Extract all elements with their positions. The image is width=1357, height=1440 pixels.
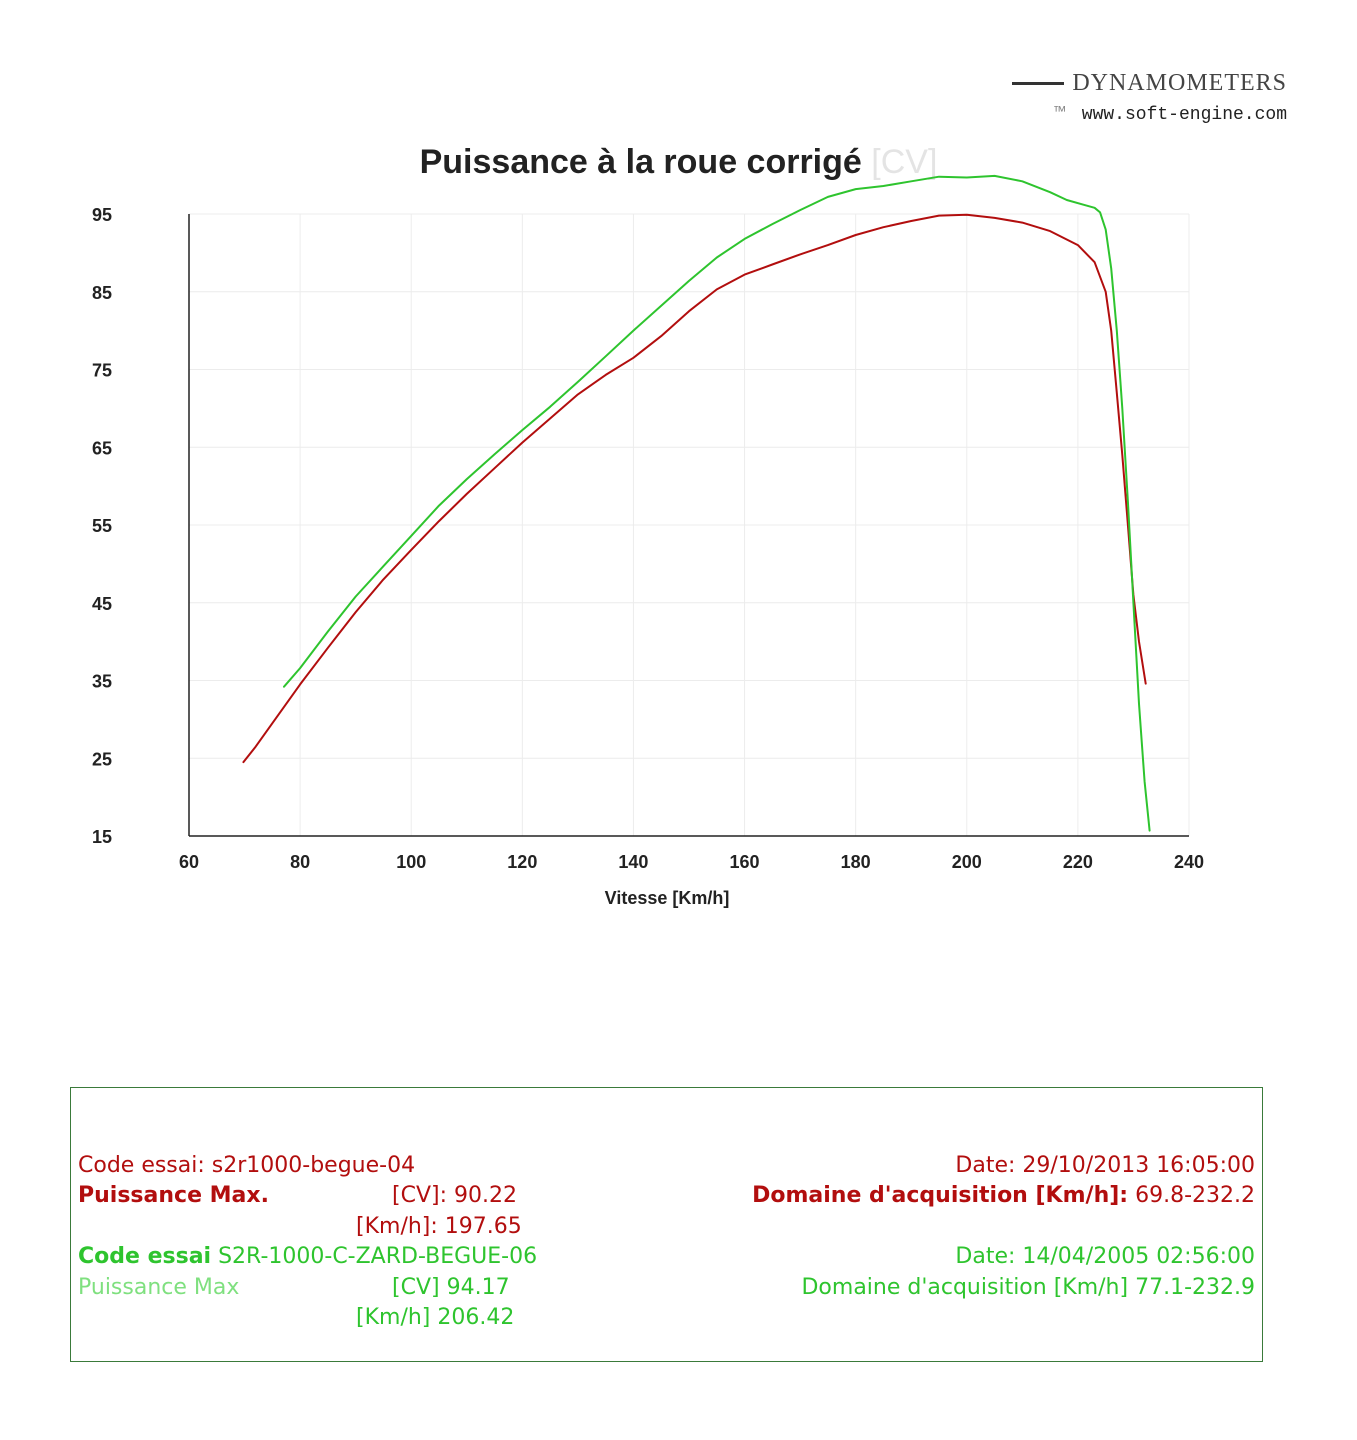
x-tick-label: 140 (618, 852, 648, 872)
test1-domain-label: Domaine d'acquisition [Km/h]: (752, 1183, 1129, 1208)
chart-title-text: Puissance à la roue corrigé (419, 143, 862, 181)
test1-power-label: Puissance Max. (78, 1183, 269, 1208)
y-tick-label: 65 (92, 438, 112, 458)
chart-title: Puissance à la roue corrigé [CV] (0, 143, 1357, 182)
y-tick-label: 75 (92, 361, 112, 381)
y-tick-label: 55 (92, 516, 112, 536)
test1-domain-value: 69.8-232.2 (1135, 1183, 1255, 1208)
brand-name-row: DYNAMOMETERS (1012, 70, 1287, 97)
test2-power: [CV] 94.17 (392, 1277, 510, 1299)
test2-code: Code essai S2R-1000-C-ZARD-BEGUE-06 (78, 1246, 537, 1268)
series-line-green (283, 174, 1151, 832)
test2-domain-value: 77.1-232.9 (1135, 1275, 1255, 1300)
x-tick-label: 220 (1063, 852, 1093, 872)
x-tick-label: 80 (290, 852, 310, 872)
x-tick-label: 240 (1174, 852, 1204, 872)
y-tick-label: 95 (92, 205, 112, 225)
test1-speed-value: 197.65 (444, 1214, 522, 1239)
test2-domain: Domaine d'acquisition [Km/h] 77.1-232.9 (801, 1277, 1255, 1299)
y-tick-label: 45 (92, 594, 112, 614)
x-axis-label: Vitesse [Km/h] (605, 888, 730, 908)
test-info-box: Code essai: s2r1000-begue-04 Date: 29/10… (70, 1087, 1263, 1362)
x-tick-label: 180 (841, 852, 871, 872)
y-tick-label: 85 (92, 283, 112, 303)
brand-mark-icon: ™ (1054, 105, 1065, 125)
test1-power-unit: [CV]: (392, 1183, 447, 1208)
test1-date: Date: 29/10/2013 16:05:00 (955, 1153, 1255, 1178)
test2-code-label: Code essai (78, 1244, 212, 1269)
x-tick-label: 100 (396, 852, 426, 872)
brand-block: DYNAMOMETERS ™ www.soft-engine.com (1012, 70, 1287, 125)
y-tick-label: 15 (92, 827, 112, 847)
x-tick-label: 160 (730, 852, 760, 872)
brand-url: www.soft-engine.com (1081, 105, 1287, 125)
power-chart: 95 85 75 65 55 45 35 25 15 60 80 100 120 140 160 180 200… (92, 174, 1204, 908)
test1-speed: [Km/h]: 197.65 (356, 1216, 522, 1238)
test1-power: [CV]: 90.22 (392, 1185, 517, 1207)
test1-code-label: Code essai: (78, 1153, 205, 1178)
y-tick-label: 25 (92, 749, 112, 769)
test1-power-value: 90.22 (454, 1183, 517, 1208)
brand-url-row: ™ www.soft-engine.com (1012, 105, 1287, 125)
test1-speed-unit: [Km/h]: (356, 1214, 438, 1239)
series-line-red (242, 213, 1147, 764)
x-tick-label: 200 (952, 852, 982, 872)
test2-domain-label: Domaine d'acquisition [Km/h] (801, 1275, 1129, 1300)
test1-code: Code essai: s2r1000-begue-04 (78, 1155, 415, 1177)
chart-title-unit: [CV] (871, 143, 938, 181)
test2-power-value: 94.17 (446, 1275, 510, 1300)
test2-date: Date: 14/04/2005 02:56:00 (955, 1244, 1255, 1269)
y-tick-label: 35 (92, 672, 112, 692)
test2-speed-unit: [Km/h] (356, 1305, 431, 1330)
test2-speed: [Km/h] 206.42 (356, 1307, 514, 1329)
test2-power-label: Puissance Max (78, 1275, 240, 1300)
brand-name: DYNAMOMETERS (1072, 70, 1287, 96)
test2-power-unit: [CV] (392, 1275, 440, 1300)
test1-code-value: s2r1000-begue-04 (211, 1153, 416, 1178)
brand-bar-icon (1012, 82, 1065, 85)
test2-code-value: S2R-1000-C-ZARD-BEGUE-06 (218, 1244, 538, 1269)
test1-domain: Domaine d'acquisition [Km/h]: 69.8-232.2 (752, 1185, 1255, 1207)
x-tick-label: 60 (179, 852, 199, 872)
x-tick-label: 120 (507, 852, 537, 872)
test2-speed-value: 206.42 (437, 1305, 515, 1330)
